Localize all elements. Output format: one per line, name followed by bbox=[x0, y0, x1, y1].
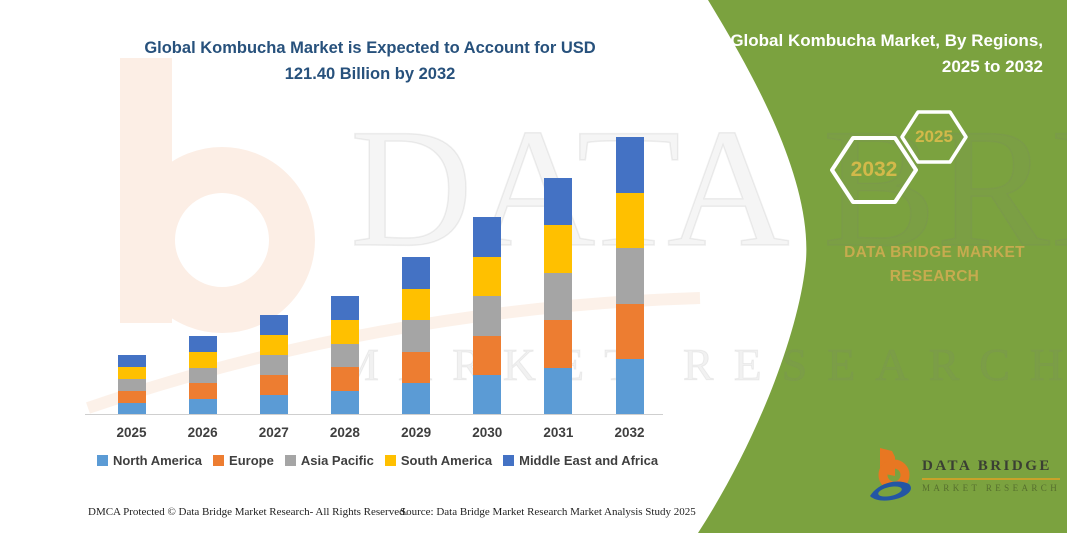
year-label-2027: 2027 bbox=[258, 425, 289, 440]
hexagon-2032: 2032 bbox=[829, 134, 919, 206]
legend-label: Europe bbox=[229, 453, 274, 468]
hexagon-2025-outline bbox=[900, 110, 968, 164]
legend-item-middle-east-and-africa: Middle East and Africa bbox=[503, 453, 658, 468]
legend-swatch bbox=[284, 455, 296, 466]
bar-segment-2029-middle-east-and-africa bbox=[402, 257, 431, 289]
bar-segment-2030-middle-east-and-africa bbox=[473, 216, 502, 257]
brand-text: DATA BRIDGE MARKET RESEARCH bbox=[812, 241, 1057, 289]
green-panel-path bbox=[698, 0, 1067, 533]
legend-swatch bbox=[96, 455, 108, 466]
year-label-2028: 2028 bbox=[329, 425, 360, 440]
bar-segment-2030-south-america bbox=[473, 256, 502, 297]
legend-item-south-america: South America bbox=[384, 453, 493, 468]
legend-swatch bbox=[213, 455, 225, 466]
bar-segment-2032-south-america bbox=[615, 192, 644, 249]
brand-text-line1: DATA BRIDGE MARKET bbox=[844, 244, 1025, 261]
panel-title-line1: Global Kombucha Market, By Regions, bbox=[730, 31, 1043, 50]
hexagon-2032-label: 2032 bbox=[850, 158, 898, 181]
footer-source: Source: Data Bridge Market Research Mark… bbox=[400, 506, 696, 518]
panel-title-line2: 2025 to 2032 bbox=[941, 56, 1043, 76]
legend-item-north-america: North America bbox=[96, 453, 203, 468]
year-label-2032: 2032 bbox=[614, 425, 645, 440]
legend-label: South America bbox=[400, 453, 493, 468]
legend-label: Asia Pacific bbox=[300, 453, 374, 468]
logo-name: DATA BRIDGE bbox=[922, 458, 1052, 474]
legend-label: Middle East and Africa bbox=[519, 453, 659, 468]
hexagon-2025-label: 2025 bbox=[915, 127, 953, 146]
bar-segment-2032-middle-east-and-africa bbox=[615, 137, 644, 193]
legend-swatch bbox=[384, 455, 396, 466]
logo-text: DATA BRIDGE MARKET RESEARCH bbox=[922, 446, 1061, 493]
year-label-2029: 2029 bbox=[401, 425, 432, 440]
dbmr-logo: DATA BRIDGE MARKET RESEARCH bbox=[868, 446, 1061, 504]
legend: North America Europe Asia Pacific South Ame… bbox=[80, 453, 675, 468]
legend-item-asia-pacific: Asia Pacific bbox=[284, 453, 374, 468]
year-label-2031: 2031 bbox=[543, 425, 574, 440]
legend-item-europe: Europe bbox=[213, 453, 274, 468]
legend-label: North America bbox=[112, 453, 203, 468]
logo-underline bbox=[922, 478, 1061, 480]
legend-swatch bbox=[503, 455, 515, 466]
chart-title: Global Kombucha Market is Expected to Ac… bbox=[95, 36, 645, 87]
hexagon-2025: 2025 bbox=[899, 108, 969, 166]
logo-b-icon bbox=[870, 448, 911, 501]
logo-sub: MARKET RESEARCH bbox=[922, 483, 1061, 493]
x-axis-line bbox=[85, 414, 663, 415]
panel-title: Global Kombucha Market, By Regions, 2025… bbox=[698, 28, 1043, 79]
footer-dmca: DMCA Protected © Data Bridge Market Rese… bbox=[88, 506, 408, 518]
hexagon-2032-outline bbox=[830, 136, 918, 204]
chart-title-line2: 121.40 Billion by 2032 bbox=[284, 64, 456, 83]
bar-segment-2031-middle-east-and-africa bbox=[544, 178, 573, 226]
bar-segment-2031-south-america bbox=[544, 225, 573, 273]
chart-title-line1: Global Kombucha Market is Expected to Ac… bbox=[144, 39, 596, 57]
brand-text-line2: RESEARCH bbox=[889, 268, 980, 286]
year-label-2030: 2030 bbox=[472, 425, 503, 440]
year-label-2026: 2026 bbox=[187, 425, 218, 440]
year-label-2025: 2025 bbox=[116, 425, 147, 440]
